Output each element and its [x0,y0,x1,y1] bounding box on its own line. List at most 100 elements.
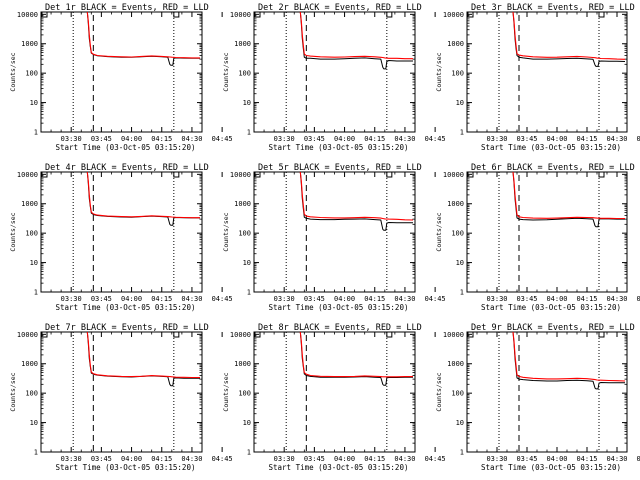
y-tick-label: 1000 [447,200,464,208]
top-left-marker [467,332,474,338]
x-tick-label: 03:30 [61,135,82,143]
y-tick-label: 1 [247,289,251,297]
detector-panel-3: Det 3r BLACK = Events, RED = LLD 1 10 100 10… [435,3,640,152]
detector-panel-4: Det 4r BLACK = Events, RED = LLD 1 10 100 10… [9,163,233,312]
x-tick-label: 03:45 [91,295,112,303]
plot-frame [466,331,628,453]
y-tick-label: 10 [30,419,38,427]
x-tick-label: 04:15 [576,135,597,143]
y-tick-label: 1 [34,449,38,457]
y-tick-label: 1000 [234,200,251,208]
x-tick-label: 04:00 [334,135,355,143]
top-left-marker [254,332,261,338]
plot-frame [253,11,416,133]
y-tick-label: 10 [30,259,38,267]
y-tick-label: 10000 [443,11,464,19]
top-right-marker [386,332,393,338]
top-left-marker [467,12,474,18]
y-tick-label: 10 [243,99,251,107]
detector-panel-8: Det 8r BLACK = Events, RED = LLD 1 10 100 10… [222,323,446,472]
top-right-marker [173,332,180,338]
lld-series-line [86,171,200,219]
x-tick-label: 04:00 [121,295,142,303]
x-tick-label: 04:45 [425,295,446,303]
lld-series-line [299,331,413,378]
x-tick-label: 04:45 [212,135,233,143]
y-tick-label: 1 [34,289,38,297]
x-tick-label: 03:45 [304,295,325,303]
detector-panel-1: Det 1r BLACK = Events, RED = LLD 1 10 100 10… [9,3,233,152]
top-right-marker [598,172,605,178]
top-right-marker [173,172,180,178]
x-tick-label: 03:30 [61,295,82,303]
y-tick-label: 10000 [17,11,38,19]
y-axis-label: Counts/sec [222,52,230,91]
y-tick-label: 100 [25,230,38,238]
x-tick-label: 04:30 [394,455,415,463]
x-tick-label: 03:30 [486,455,507,463]
y-tick-label: 10000 [230,171,251,179]
lld-series-line [299,11,413,60]
y-axis-label: Counts/sec [9,372,17,411]
y-tick-label: 1000 [21,200,38,208]
y-tick-label: 10000 [230,331,251,339]
x-tick-label: 04:15 [364,135,385,143]
events-series-line [299,11,413,70]
y-axis-label: Counts/sec [9,52,17,91]
y-tick-label: 1 [247,449,251,457]
x-tick-label: 04:45 [212,295,233,303]
plot-frame [466,171,628,293]
x-tick-label: 04:00 [546,455,567,463]
y-tick-label: 10 [243,419,251,427]
x-tick-label: 03:45 [516,455,537,463]
x-tick-label: 04:30 [394,295,415,303]
y-tick-label: 1 [460,449,464,457]
x-tick-label: 03:45 [91,135,112,143]
x-tick-label: 03:30 [274,295,295,303]
x-tick-label: 04:00 [546,135,567,143]
plot-frame [466,11,628,133]
detector-panel-9: Det 9r BLACK = Events, RED = LLD 1 10 100 10… [435,323,640,472]
x-tick-label: 03:30 [274,455,295,463]
top-left-marker [467,172,474,178]
plot-frame [253,171,416,293]
x-tick-label: 04:15 [151,295,172,303]
panel-title: Det 5r BLACK = Events, RED = LLD [258,163,422,173]
x-tick-label: 04:15 [151,135,172,143]
x-tick-label: 04:15 [151,455,172,463]
detector-panel-6: Det 6r BLACK = Events, RED = LLD 1 10 100 10… [435,163,640,312]
y-tick-label: 1000 [447,40,464,48]
top-left-marker [41,172,48,178]
y-axis-label: Counts/sec [222,372,230,411]
y-tick-label: 10000 [17,331,38,339]
x-axis-label: Start Time (03-Oct-05 03:15:20) [56,463,196,472]
y-tick-label: 10000 [17,171,38,179]
plot-frame [40,331,203,453]
plot-frame [40,11,203,133]
top-right-marker [386,12,393,18]
y-tick-label: 1 [34,129,38,137]
x-tick-label: 04:30 [606,295,627,303]
y-axis-label: Counts/sec [435,212,443,251]
plot-frame [253,331,416,453]
x-tick-label: 04:15 [576,455,597,463]
y-axis-label: Counts/sec [435,372,443,411]
x-axis-label: Start Time (03-Oct-05 03:15:20) [269,463,409,472]
x-tick-label: 04:15 [576,295,597,303]
x-tick-label: 03:30 [274,135,295,143]
y-tick-label: 1 [247,129,251,137]
events-series-line [299,171,413,231]
y-tick-label: 1000 [21,360,38,368]
x-tick-label: 04:00 [334,295,355,303]
y-tick-label: 100 [451,390,464,398]
y-tick-label: 10 [30,99,38,107]
y-tick-label: 100 [451,70,464,78]
y-tick-label: 100 [238,230,251,238]
panel-title: Det 2r BLACK = Events, RED = LLD [258,3,422,13]
top-right-marker [386,172,393,178]
panel-title: Det 7r BLACK = Events, RED = LLD [45,323,209,333]
y-axis-label: Counts/sec [222,212,230,251]
x-axis-label: Start Time (03-Oct-05 03:15:20) [269,303,409,312]
top-left-marker [41,12,48,18]
x-tick-label: 04:00 [121,455,142,463]
